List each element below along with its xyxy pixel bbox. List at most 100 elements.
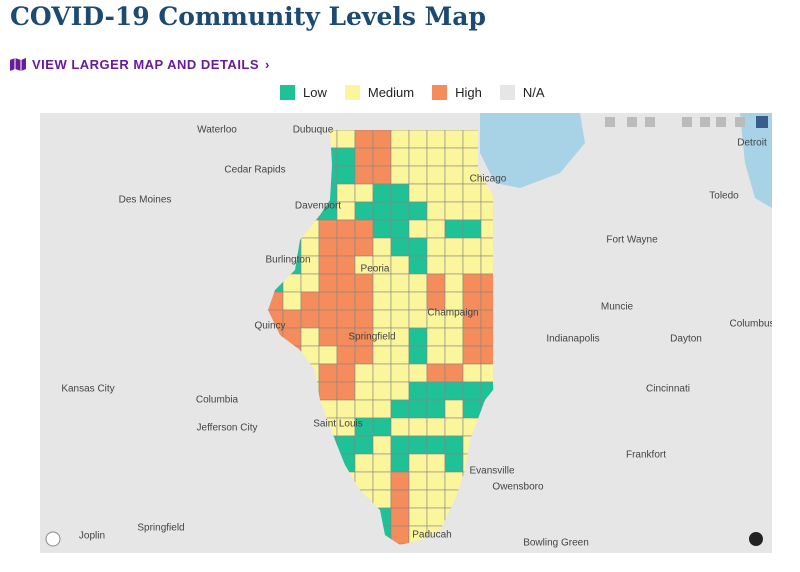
- county: [372, 291, 392, 311]
- county: [282, 309, 302, 329]
- county: [390, 309, 410, 329]
- county: [390, 237, 410, 257]
- county: [444, 255, 464, 275]
- county: [444, 147, 464, 167]
- county: [444, 237, 464, 257]
- county: [390, 453, 410, 473]
- city-label: Springfield: [137, 523, 184, 534]
- county: [462, 201, 482, 221]
- city-label: Waterloo: [197, 125, 237, 136]
- county: [318, 381, 338, 401]
- county: [408, 255, 428, 275]
- county: [426, 381, 446, 401]
- county: [354, 147, 374, 167]
- county: [372, 399, 392, 419]
- county: [372, 273, 392, 293]
- county: [426, 417, 446, 437]
- county: [408, 363, 428, 383]
- county: [444, 327, 464, 347]
- county: [408, 399, 428, 419]
- county: [462, 327, 482, 347]
- county: [390, 255, 410, 275]
- county: [390, 363, 410, 383]
- city-label: Evansville: [469, 466, 514, 477]
- county: [372, 435, 392, 455]
- city-label: Detroit: [737, 138, 767, 149]
- tool-icon[interactable]: [716, 117, 726, 127]
- county: [300, 309, 320, 329]
- county: [300, 273, 320, 293]
- county: [426, 219, 446, 239]
- map-link[interactable]: VIEW LARGER MAP AND DETAILS ›: [10, 57, 270, 72]
- county: [318, 327, 338, 347]
- county: [300, 291, 320, 311]
- county: [408, 201, 428, 221]
- county: [462, 255, 482, 275]
- tool-icon[interactable]: [627, 117, 637, 127]
- county: [462, 399, 482, 419]
- county: [408, 130, 428, 149]
- county: [336, 147, 356, 167]
- city-label: Jefferson City: [197, 423, 258, 434]
- county: [336, 363, 356, 383]
- county: [372, 417, 392, 437]
- county: [426, 237, 446, 257]
- legend-label: High: [455, 85, 482, 100]
- tool-icon[interactable]: [605, 117, 615, 127]
- county: [390, 147, 410, 167]
- county: [408, 471, 428, 491]
- county: [336, 345, 356, 365]
- county: [336, 381, 356, 401]
- county: [372, 237, 392, 257]
- city-label: Davenport: [295, 201, 341, 212]
- tool-icon[interactable]: [645, 117, 655, 127]
- county: [426, 147, 446, 167]
- city-label: Muncie: [601, 302, 634, 313]
- county: [426, 453, 446, 473]
- city-label: Kansas City: [61, 384, 114, 395]
- county: [354, 309, 374, 329]
- county: [426, 130, 446, 149]
- county: [426, 165, 446, 185]
- lake-michigan: [480, 113, 585, 188]
- legend-swatch: [499, 85, 515, 100]
- tool-icon[interactable]: [682, 117, 692, 127]
- county: [300, 237, 320, 257]
- city-label: Frankfort: [626, 450, 666, 461]
- city-label: Peoria: [361, 264, 390, 275]
- county: [408, 381, 428, 401]
- county: [318, 273, 338, 293]
- county: [318, 255, 338, 275]
- county: [318, 237, 338, 257]
- city-label: Springfield: [348, 332, 395, 343]
- info-button[interactable]: [749, 532, 763, 546]
- county: [390, 435, 410, 455]
- county: [354, 219, 374, 239]
- county: [444, 417, 464, 437]
- county: [408, 147, 428, 167]
- tool-icon[interactable]: [756, 116, 768, 128]
- county: [372, 453, 392, 473]
- county: [354, 363, 374, 383]
- county: [390, 291, 410, 311]
- county: [408, 489, 428, 509]
- county: [336, 255, 356, 275]
- county: [408, 309, 428, 329]
- tool-icon[interactable]: [700, 117, 710, 127]
- county: [444, 165, 464, 185]
- county: [336, 219, 356, 239]
- legend-label: N/A: [522, 85, 545, 100]
- tool-icon[interactable]: [735, 117, 745, 127]
- search-button[interactable]: [45, 531, 61, 547]
- county: [354, 273, 374, 293]
- county: [426, 471, 446, 491]
- county: [336, 435, 356, 455]
- county: [462, 363, 482, 383]
- county: [390, 130, 410, 149]
- county: [444, 183, 464, 203]
- legend: Low Medium High N/A: [280, 85, 545, 100]
- county: [408, 417, 428, 437]
- county: [426, 201, 446, 221]
- county: [426, 345, 446, 365]
- county: [300, 327, 320, 347]
